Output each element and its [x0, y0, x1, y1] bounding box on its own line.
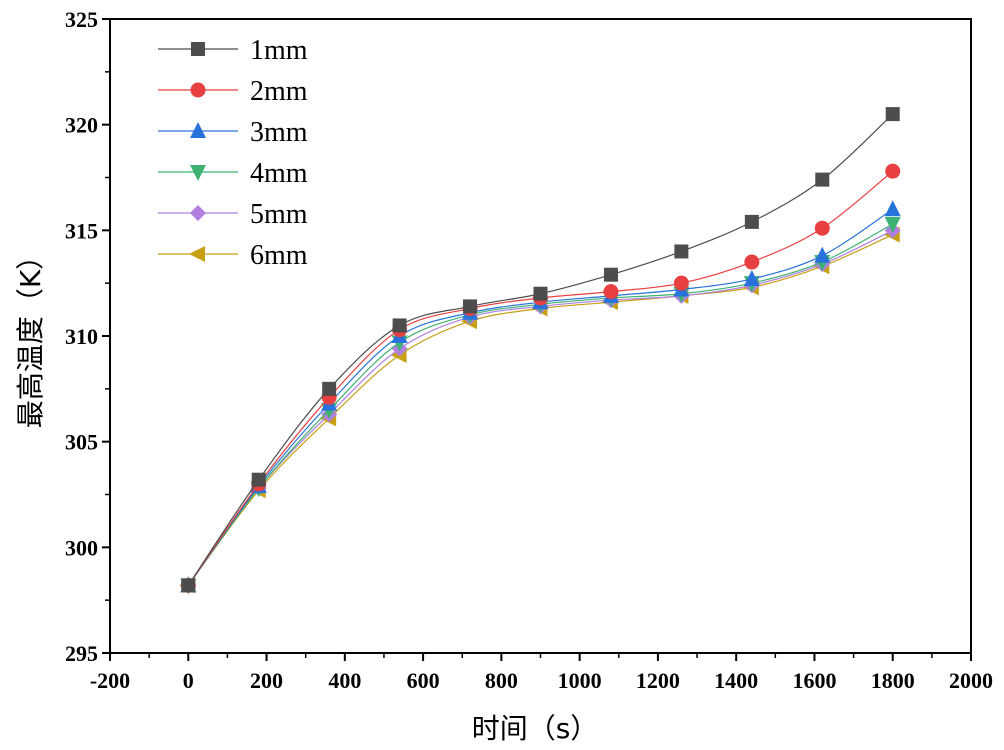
- x-tick-label: 2000: [949, 668, 993, 693]
- legend-label: 2mm: [250, 76, 308, 107]
- data-point-1mm: [815, 172, 830, 187]
- x-tick-label: 200: [250, 668, 283, 693]
- legend-item-1mm: 1mm: [158, 35, 308, 66]
- series-line-5mm: [187, 229, 893, 586]
- data-point-3mm: [814, 246, 831, 263]
- series-4mm: [180, 216, 901, 595]
- series-6mm: [179, 226, 900, 594]
- data-point-1mm: [392, 318, 407, 333]
- series-line-6mm: [187, 234, 893, 586]
- legend-label: 4mm: [250, 158, 308, 189]
- y-axis-title: 最高温度（K）: [14, 242, 47, 428]
- x-tick-label: 0: [183, 668, 194, 693]
- data-point-2mm: [885, 163, 901, 179]
- x-tick-label: 1000: [558, 668, 602, 693]
- y-tick-label: 310: [65, 324, 98, 349]
- legend-marker: [190, 82, 206, 98]
- legend-label: 6mm: [250, 240, 308, 271]
- x-axis-title: 时间（s）: [472, 712, 599, 745]
- data-point-2mm: [603, 284, 619, 300]
- data-point-3mm: [743, 269, 760, 286]
- y-tick-label: 325: [65, 7, 98, 32]
- legend-label: 5mm: [250, 199, 308, 230]
- series-5mm: [180, 222, 901, 594]
- x-tick-label: 1800: [871, 668, 915, 693]
- data-point-1mm: [251, 472, 266, 487]
- legend-item-3mm: 3mm: [158, 117, 308, 148]
- legend-marker: [190, 205, 206, 221]
- plot-frame: [109, 18, 972, 654]
- y-tick-label: 295: [65, 641, 98, 666]
- axes: -200 0 200 400 600 800 1000 1200 1400 1600 1800 200…: [65, 7, 993, 693]
- legend-marker: [190, 122, 206, 138]
- legend-item-6mm: 6mm: [158, 240, 308, 271]
- data-point-2mm: [814, 220, 830, 236]
- x-tick-label: 600: [407, 668, 440, 693]
- data-point-1mm: [744, 214, 759, 229]
- legend-item-2mm: 2mm: [158, 76, 308, 107]
- legend-item-4mm: 4mm: [158, 158, 308, 189]
- y-tick-label: 315: [65, 218, 98, 243]
- data-point-1mm: [181, 578, 196, 593]
- data-point-4mm: [884, 216, 901, 233]
- data-point-1mm: [533, 286, 548, 301]
- data-point-1mm: [603, 267, 618, 282]
- legend-marker: [189, 246, 205, 262]
- data-point-2mm: [744, 254, 760, 270]
- x-tick-label: 1200: [636, 668, 680, 693]
- y-tick-label: 305: [65, 430, 98, 455]
- legend-marker: [190, 165, 206, 181]
- legend-label: 3mm: [250, 117, 308, 148]
- y-tick-label: 320: [65, 113, 98, 138]
- legend-marker: [191, 42, 205, 56]
- legend: 1mm 2mm 3mm 4mm 5mm 6mm: [158, 35, 308, 271]
- series-line-2mm: [187, 170, 894, 586]
- legend-item-5mm: 5mm: [158, 199, 308, 230]
- data-point-1mm: [674, 244, 689, 259]
- x-tick-label: 1400: [714, 668, 758, 693]
- series-1mm: [181, 107, 900, 593]
- series-layer: [179, 107, 901, 595]
- data-point-2mm: [673, 275, 689, 291]
- x-tick-label: -200: [90, 668, 130, 693]
- data-point-3mm: [884, 200, 901, 217]
- series-line-4mm: [187, 223, 894, 586]
- series-line-1mm: [187, 113, 894, 586]
- series-line-3mm: [187, 208, 894, 586]
- x-tick-label: 400: [328, 668, 361, 693]
- x-tick-label: 800: [485, 668, 518, 693]
- data-point-1mm: [322, 381, 337, 396]
- data-point-1mm: [885, 107, 900, 122]
- y-tick-label: 300: [65, 535, 98, 560]
- x-tick-label: 1600: [792, 668, 836, 693]
- legend-label: 1mm: [250, 35, 308, 66]
- data-point-1mm: [463, 299, 478, 314]
